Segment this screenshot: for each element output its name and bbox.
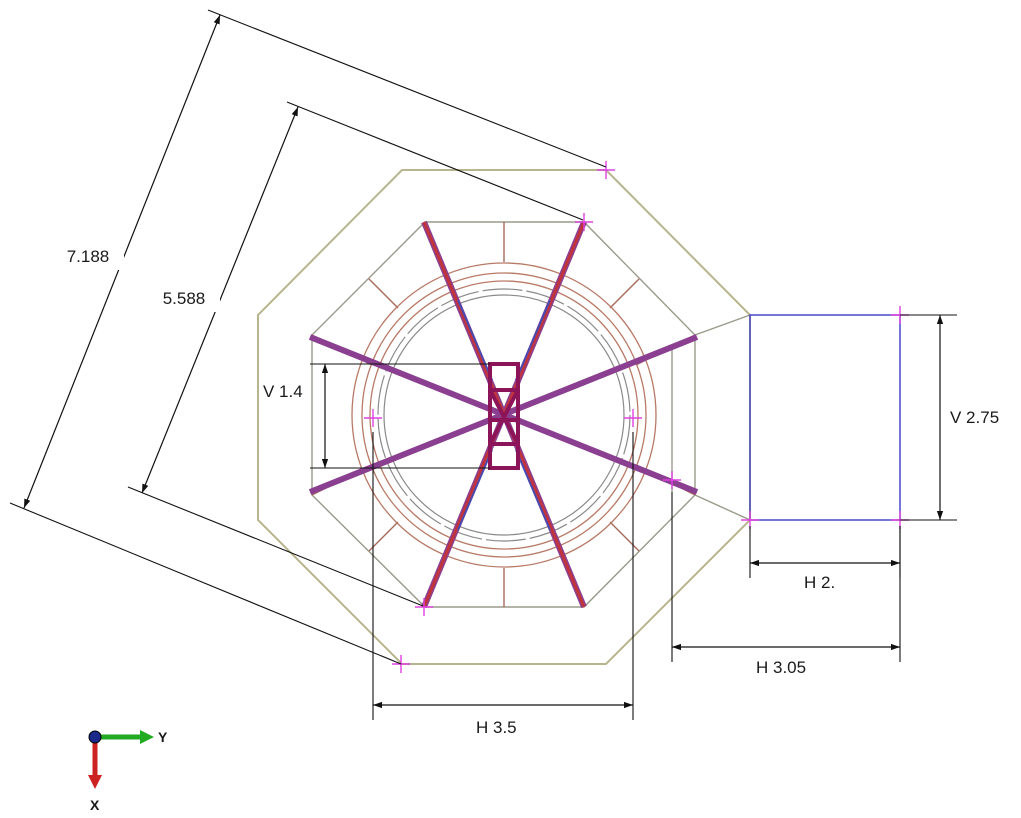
dimension-h-2: H 2. — [749, 526, 901, 592]
triad-origin — [88, 730, 102, 744]
axis-triad: Y X — [88, 729, 168, 813]
y-axis-label: Y — [158, 729, 168, 745]
dimension-5-588: 5.588 — [127, 101, 584, 607]
x-axis-label: X — [90, 797, 100, 813]
central-hub — [488, 362, 520, 470]
dim-v-2-75-label: V 2.75 — [950, 408, 999, 427]
dimension-h-3-05: H 3.05 — [671, 492, 901, 677]
dim-h-3-05-label: H 3.05 — [756, 658, 806, 677]
dim-v-1-4-label: V 1.4 — [263, 382, 303, 401]
dimension-v-2-75: V 2.75 — [900, 314, 999, 521]
dimension-7-188: 7.188 — [9, 9, 607, 665]
dim-h-2-label: H 2. — [804, 573, 835, 592]
dimension-v-1-4: V 1.4 — [263, 363, 490, 469]
right-box — [749, 314, 901, 521]
ring-assembly — [351, 262, 657, 568]
point-markers — [364, 161, 909, 673]
dim-7-188-label: 7.188 — [67, 247, 110, 266]
dim-h-3-5-label: H 3.5 — [476, 718, 517, 737]
dimension-h-3-5: H 3.5 — [372, 432, 634, 737]
dim-5-588-label: 5.588 — [163, 289, 206, 308]
